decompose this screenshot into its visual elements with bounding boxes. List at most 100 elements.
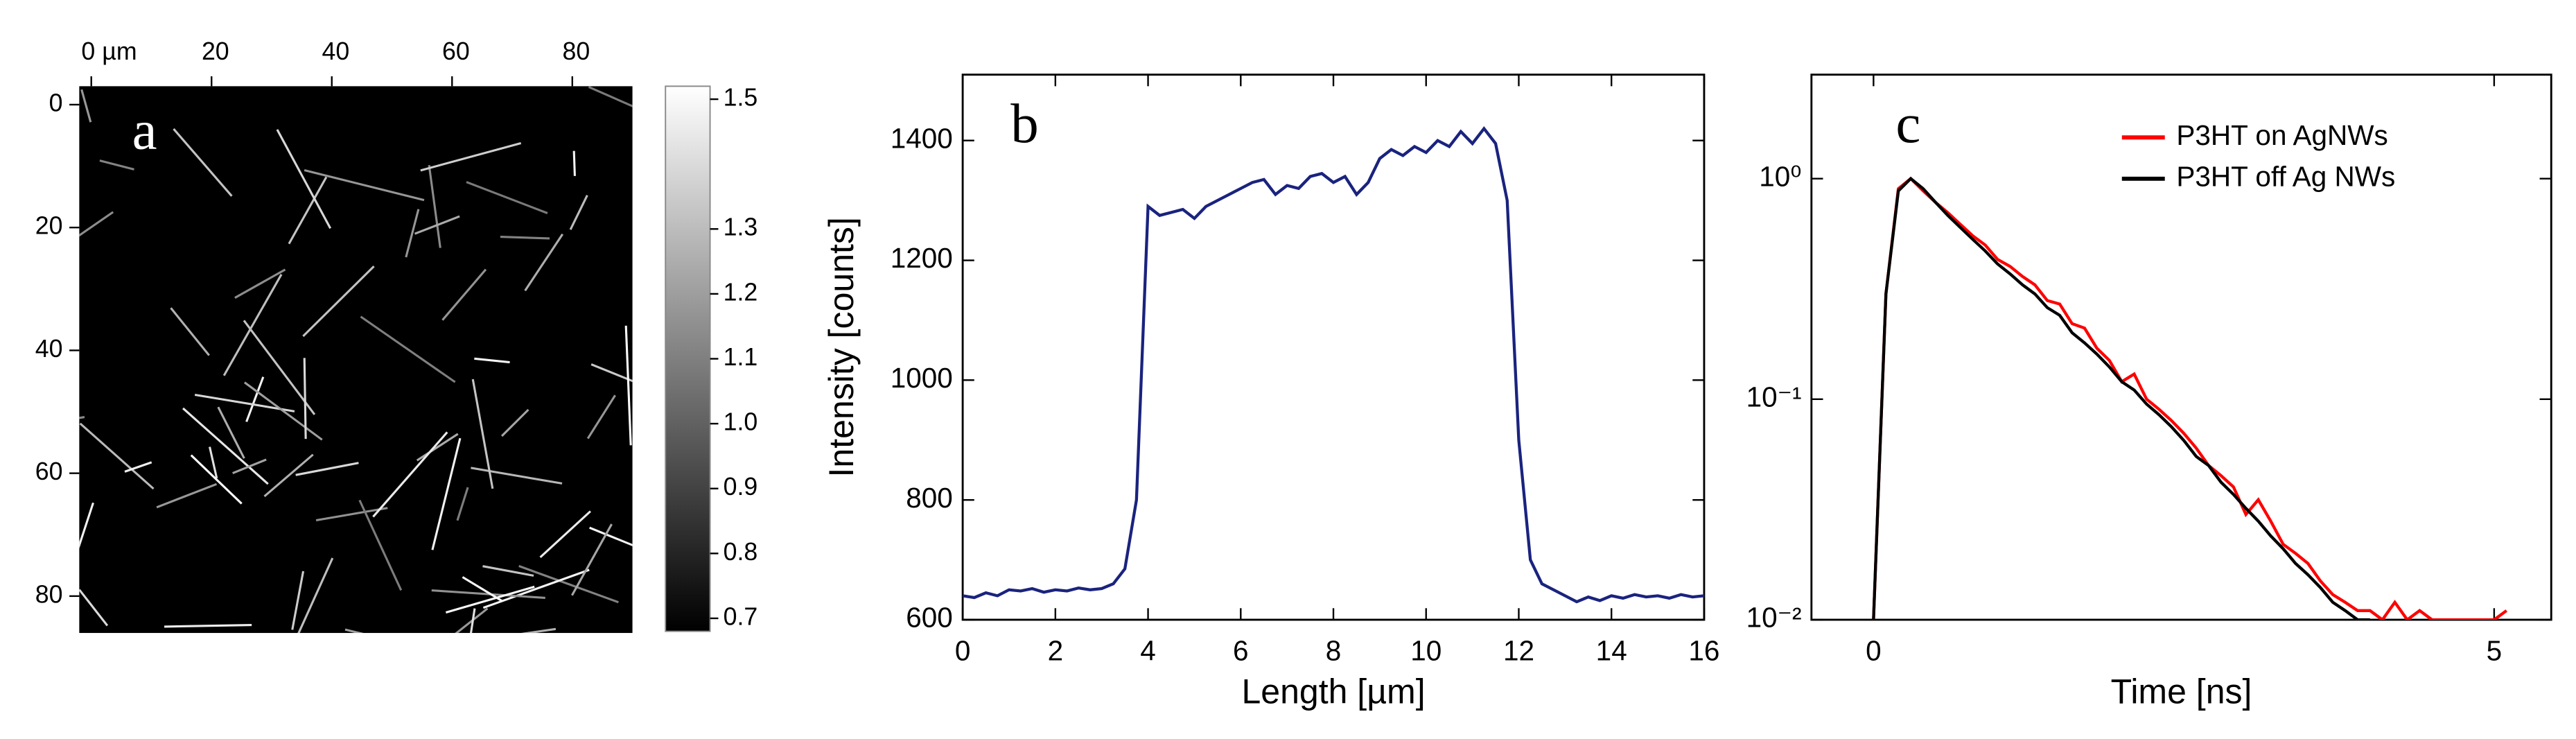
nanowire: [589, 526, 633, 546]
nanowire: [344, 628, 364, 634]
nanowire: [297, 557, 334, 634]
y-tick-label: 10⁰: [1759, 160, 1801, 192]
nanowire: [500, 236, 550, 240]
nanowire: [470, 608, 476, 634]
nanowire: [431, 437, 462, 550]
nanowire: [124, 461, 152, 473]
nanowire: [79, 589, 109, 627]
nanowire: [182, 407, 269, 485]
panel-letter: c: [1895, 92, 1920, 155]
x-tick-label: 80: [563, 37, 590, 65]
nanowire: [474, 357, 510, 364]
y-tick-label: 80: [35, 580, 63, 608]
nanowire: [79, 211, 114, 237]
x-axis-label: Length [µm]: [1241, 672, 1425, 711]
nanowire: [405, 209, 420, 258]
panel-letter: a: [132, 98, 157, 161]
y-tick-label: 10⁻²: [1746, 602, 1802, 634]
image-background: [79, 86, 633, 634]
colorbar-tick-label: 1.1: [724, 343, 758, 371]
nanowire: [302, 265, 375, 338]
nanowire: [79, 502, 94, 549]
x-tick-label: 8: [1326, 634, 1342, 666]
colorbar-tick-label: 0.9: [724, 473, 758, 501]
nanowire: [586, 394, 616, 440]
y-tick-label: 1200: [891, 242, 953, 274]
nanowire: [471, 379, 494, 489]
y-tick-label: 60: [35, 458, 63, 485]
nanowire: [79, 416, 85, 419]
y-tick-label: 10⁻¹: [1746, 381, 1802, 413]
x-tick-label: 20: [202, 37, 229, 65]
nanowire: [360, 315, 456, 383]
nanowire: [500, 408, 529, 437]
y-axis-label: Intensity [counts]: [822, 217, 861, 477]
nanowire: [79, 422, 155, 490]
y-tick-label: 20: [35, 212, 63, 240]
nanowire: [276, 129, 332, 229]
nanowire: [571, 523, 613, 596]
nanowire: [190, 454, 243, 505]
nanowire: [520, 627, 557, 634]
nanowire: [416, 433, 459, 462]
nanowire: [462, 576, 502, 602]
nanowire: [291, 571, 305, 630]
nanowire: [539, 510, 592, 558]
colorbar-tick-label: 1.3: [724, 214, 758, 241]
plot-frame: [961, 73, 1706, 621]
x-tick-label: 0: [955, 634, 971, 666]
nanowire: [482, 565, 534, 577]
nanowire: [173, 128, 233, 197]
nanowire: [99, 159, 134, 171]
x-tick-label: 16: [1688, 634, 1719, 666]
colorbar-tick-label: 0.8: [724, 538, 758, 566]
plot-area: [1872, 176, 2508, 620]
x-tick-label: 0 µm: [81, 37, 137, 65]
nanowire: [303, 358, 307, 440]
nanowire: [222, 274, 283, 376]
nanowire: [80, 89, 92, 123]
x-tick-label: 10: [1410, 634, 1442, 666]
nanowire: [455, 607, 489, 634]
data-line: [1872, 176, 2508, 620]
nanowire: [315, 507, 388, 522]
colorbar-tick-label: 1.0: [724, 408, 758, 436]
nanowire: [588, 86, 633, 107]
panel-letter: b: [1010, 92, 1039, 155]
nanowire: [164, 624, 252, 628]
y-tick-label: 1400: [891, 122, 953, 154]
nanowire: [428, 164, 441, 248]
nanowire: [471, 467, 563, 485]
nanowire: [420, 141, 522, 172]
x-tick-label: 5: [2487, 634, 2503, 666]
y-tick-label: 40: [35, 335, 63, 363]
x-tick-label: 0: [1866, 634, 1882, 666]
nanowire: [232, 458, 267, 475]
nanowire: [358, 499, 403, 591]
plot-area: [963, 125, 1704, 604]
nanowire: [456, 487, 469, 521]
nanowire: [445, 585, 535, 614]
nanowire: [234, 268, 286, 299]
nanowire: [466, 181, 548, 214]
nanowire: [518, 565, 619, 604]
x-tick-label: 2: [1048, 634, 1064, 666]
nanowire: [590, 363, 633, 383]
nanowire: [194, 393, 295, 412]
nanowire: [170, 307, 210, 356]
nanowire: [209, 446, 218, 479]
y-tick-label: 800: [906, 482, 953, 514]
y-tick-label: 0: [49, 89, 63, 116]
x-tick-label: 40: [322, 37, 349, 65]
x-tick-label: 4: [1140, 634, 1156, 666]
colorbar-tick-label: 1.2: [724, 278, 758, 306]
y-tick-label: 1000: [891, 362, 953, 394]
nanowire: [441, 268, 487, 321]
x-tick-label: 12: [1503, 634, 1534, 666]
x-tick-label: 14: [1596, 634, 1627, 666]
colorbar-tick-label: 0.7: [724, 602, 758, 630]
nanowire: [624, 325, 632, 446]
colorbar-tick-label: 1.5: [724, 84, 758, 112]
nanowire: [217, 406, 245, 459]
